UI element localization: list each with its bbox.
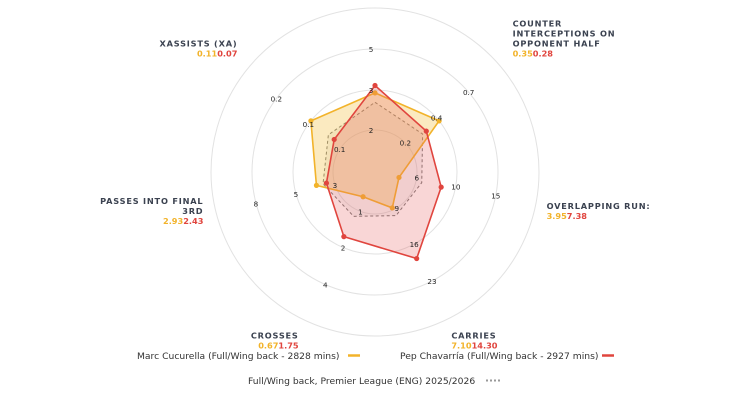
axis-title: CARRIES bbox=[451, 331, 496, 341]
tick-label: 8 bbox=[254, 199, 259, 208]
tick-label: 2 bbox=[341, 244, 346, 253]
data-point-a-axis-2[interactable] bbox=[396, 174, 402, 181]
tick-label: 0.7 bbox=[463, 88, 474, 97]
tick-label: 6 bbox=[415, 173, 420, 182]
tick-label: 2 bbox=[369, 126, 374, 135]
axis-value-series-a: 3.95 bbox=[547, 211, 568, 221]
axis-title: OPPONENT HALF bbox=[513, 38, 601, 48]
axis-value-series-a: 2.93 bbox=[163, 216, 184, 226]
reference-polygon-layer bbox=[322, 101, 424, 217]
legend-label-series-a: Marc Cucurella (Full/Wing back - 2828 mi… bbox=[137, 351, 340, 362]
axis-value-series-b: 0.28 bbox=[533, 48, 554, 58]
tick-label: 16 bbox=[410, 240, 420, 249]
legend-label-series-b: Pep Chavarría (Full/Wing back - 2927 min… bbox=[400, 351, 598, 362]
data-point-b-axis-3[interactable] bbox=[414, 255, 420, 262]
axis-value-series-a: 7.10 bbox=[451, 341, 472, 351]
data-point-a-axis-5[interactable] bbox=[313, 182, 320, 188]
axis-value-pair: 2.932.43 bbox=[163, 216, 204, 226]
axis-titles: REGAIN POSSESSION2.933.11COUNTERINTERCEP… bbox=[100, 18, 651, 351]
axis-title: XASSISTS (XA) bbox=[160, 38, 238, 48]
axis-value-pair: 0.350.28 bbox=[513, 48, 554, 58]
data-point-b-axis-6[interactable] bbox=[331, 136, 337, 143]
series-polygon-a bbox=[310, 91, 441, 209]
grid-ring bbox=[210, 7, 540, 337]
axis-title: CROSSES bbox=[251, 331, 299, 341]
legend-label-reference: Full/Wing back, Premier League (ENG) 202… bbox=[248, 376, 475, 387]
data-point-b-axis-0[interactable] bbox=[372, 82, 378, 89]
data-point-b-axis-5[interactable] bbox=[323, 180, 330, 186]
grid-ring bbox=[251, 48, 499, 296]
tick-label: 0.1 bbox=[303, 120, 314, 129]
tick-label: 5 bbox=[369, 45, 374, 54]
tick-label: 1 bbox=[358, 208, 363, 217]
tick-label: 0.2 bbox=[271, 94, 282, 103]
data-point-a-axis-4[interactable] bbox=[360, 194, 366, 200]
axis-value-pair: 0.110.07 bbox=[197, 48, 238, 58]
tick-label: 10 bbox=[451, 182, 461, 191]
tick-label: 0.1 bbox=[334, 145, 345, 154]
series-polygon-layer bbox=[308, 82, 444, 262]
grid-ring bbox=[332, 129, 418, 215]
tick-label: 15 bbox=[491, 191, 500, 200]
legend: Marc Cucurella (Full/Wing back - 2828 mi… bbox=[137, 351, 614, 387]
tick-label: 3 bbox=[333, 181, 338, 190]
axis-value-series-b: 2.43 bbox=[183, 216, 204, 226]
axis-title: PASSES INTO FINAL bbox=[100, 196, 203, 206]
data-point-a-axis-1[interactable] bbox=[436, 118, 442, 124]
reference-polygon bbox=[322, 101, 424, 217]
data-point-a-axis-6[interactable] bbox=[308, 118, 314, 124]
axis-value-series-a: 0.35 bbox=[513, 48, 534, 58]
axis-value-series-b: 7.38 bbox=[567, 211, 588, 221]
axis-value-pair: 7.1014.30 bbox=[451, 341, 497, 351]
grid-ring bbox=[292, 89, 458, 255]
series-polygon-b bbox=[325, 84, 443, 260]
axis-value-series-b: 14.30 bbox=[472, 341, 498, 351]
axis-value-pair: 3.957.38 bbox=[547, 211, 588, 221]
data-point-a-axis-3[interactable] bbox=[389, 205, 395, 211]
radar-grid bbox=[210, 7, 540, 337]
axis-title: COUNTER bbox=[513, 18, 563, 28]
axis-title: INTERCEPTIONS ON bbox=[513, 28, 616, 38]
data-point-b-axis-4[interactable] bbox=[341, 234, 347, 240]
data-point-b-axis-2[interactable] bbox=[438, 184, 444, 190]
axis-value-series-a: 0.67 bbox=[258, 341, 279, 351]
tick-label: 0.4 bbox=[431, 114, 443, 123]
axis-value-pair: 0.671.75 bbox=[258, 341, 299, 351]
data-point-a-axis-0[interactable] bbox=[372, 90, 378, 96]
tick-label: 0.2 bbox=[400, 139, 411, 148]
axis-value-series-a: 0.11 bbox=[197, 48, 218, 58]
tick-label: 3 bbox=[369, 86, 374, 95]
axis-title: 3RD bbox=[182, 206, 203, 216]
axis-value-series-b: 1.75 bbox=[278, 341, 299, 351]
tick-label: 4 bbox=[323, 281, 328, 290]
axis-title: OVERLAPPING RUN: bbox=[547, 201, 651, 211]
axis-value-series-b: 0.07 bbox=[217, 48, 238, 58]
tick-label: 9 bbox=[395, 204, 400, 213]
tick-label: 5 bbox=[294, 190, 299, 199]
tick-label: 23 bbox=[427, 277, 436, 286]
data-point-b-axis-1[interactable] bbox=[423, 128, 429, 134]
